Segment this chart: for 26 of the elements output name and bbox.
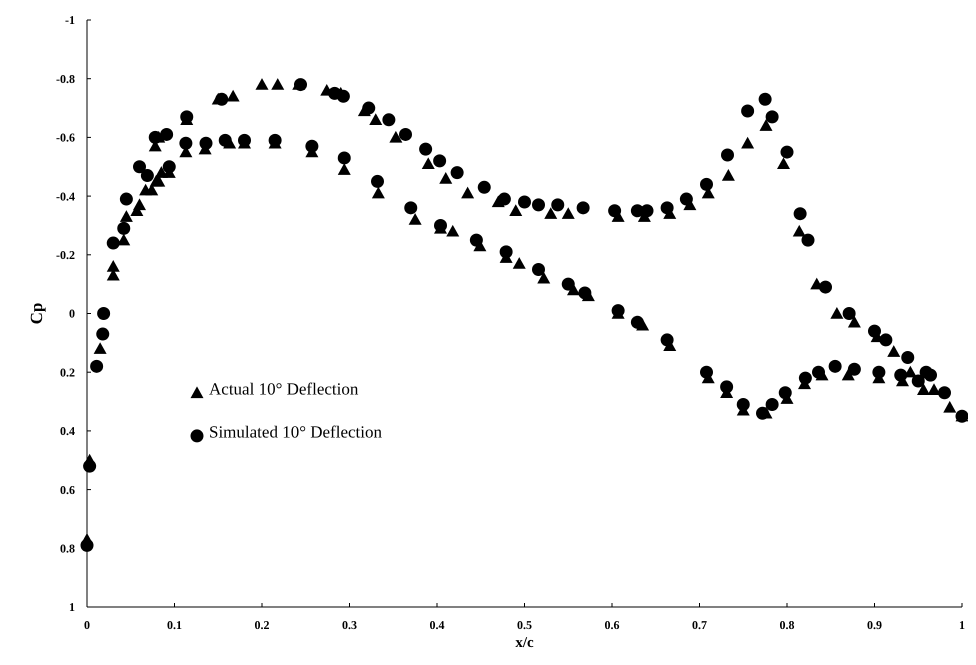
x-tick-label: 1: [959, 618, 965, 632]
y-tick-label: -0.6: [56, 130, 75, 145]
legend-label: Simulated 10° Deflection: [209, 422, 382, 442]
x-tick-label: 0.6: [604, 618, 620, 632]
x-tick-label: 0.5: [517, 618, 532, 632]
y-tick-label: 0.4: [60, 424, 75, 438]
x-axis-title: x/c: [515, 635, 534, 651]
y-tick-label: 0.8: [60, 542, 75, 556]
y-axis-title: Cp: [27, 302, 46, 324]
x-tick-label: 0.9: [867, 618, 882, 632]
x-tick-label: 0.2: [254, 618, 270, 632]
x-tick-label: 0.4: [430, 618, 444, 632]
y-tick-label: -0.4: [56, 189, 75, 204]
y-tick-label: 0.2: [60, 365, 75, 380]
y-tick-label: 0: [69, 306, 75, 321]
y-tick-label: -1: [65, 13, 75, 28]
x-tick-label: 0.1: [167, 618, 182, 632]
y-tick-label: 0.6: [60, 482, 75, 497]
legend-label: Actual 10° Deflection: [209, 380, 359, 399]
x-tick-label: 0.3: [342, 618, 357, 632]
y-tick-label: 1: [69, 600, 75, 614]
y-tick-label: -0.8: [56, 72, 75, 86]
x-tick-label: 0.8: [780, 618, 794, 632]
x-tick-label: 0: [84, 618, 90, 632]
y-tick-label: -0.2: [56, 248, 75, 262]
x-tick-label: 0.7: [692, 618, 707, 632]
